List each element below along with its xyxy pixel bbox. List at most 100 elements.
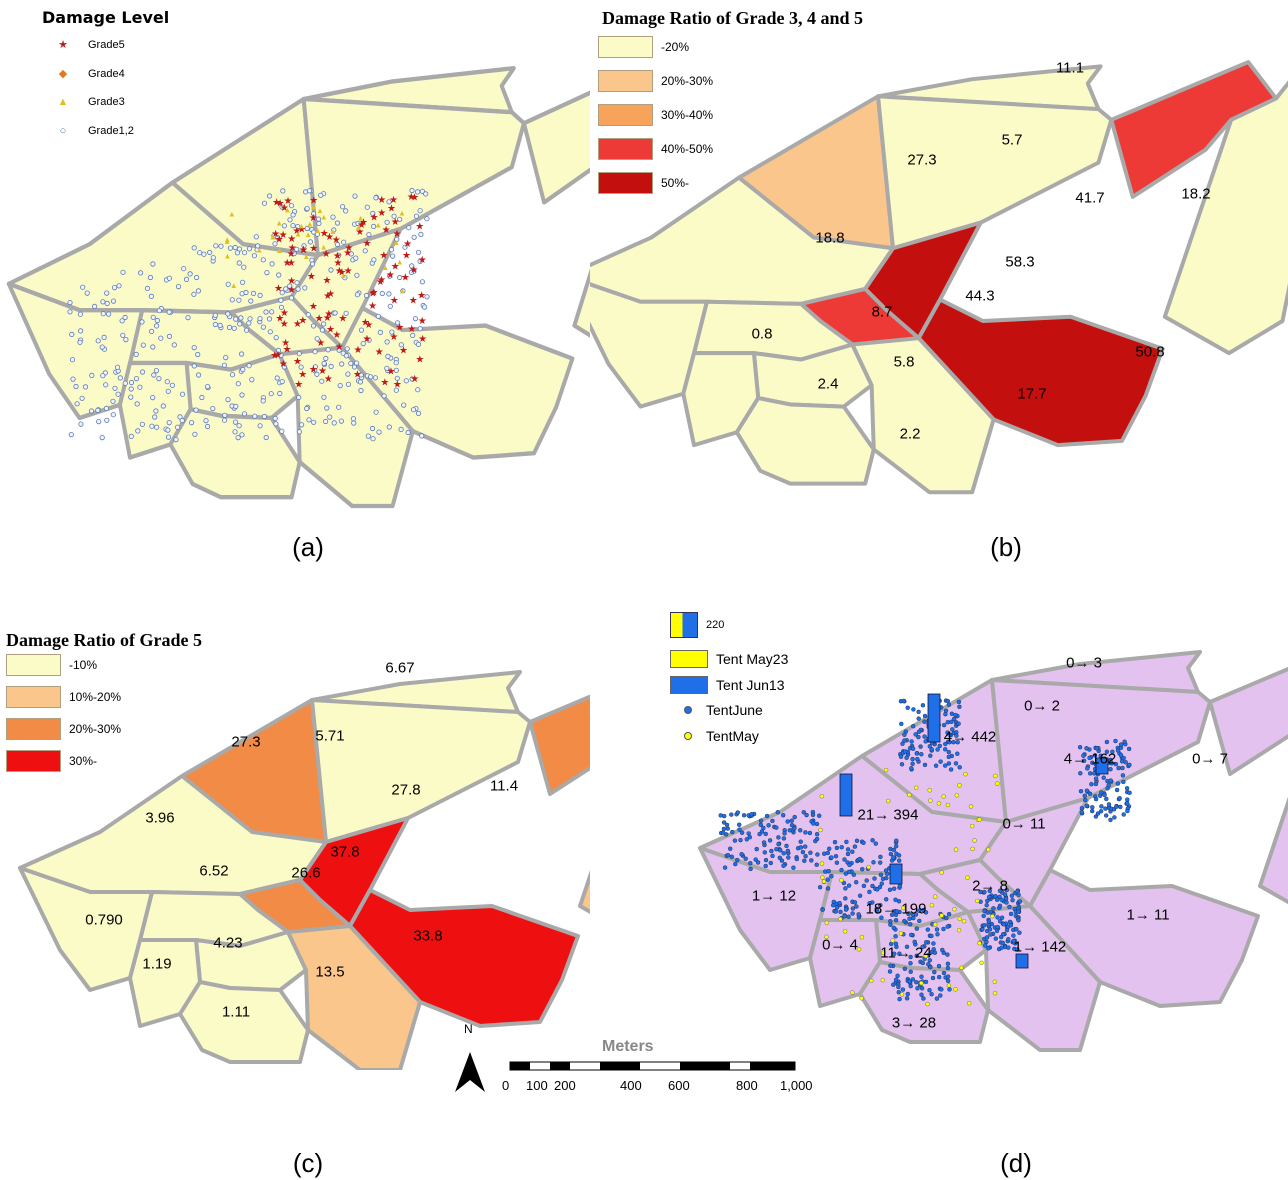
damage-point: [339, 361, 345, 367]
damage-point: [123, 336, 129, 343]
tent-point: [1016, 918, 1021, 923]
tent-point: [910, 977, 916, 982]
damage-point: [171, 342, 177, 348]
grade5-point: ★: [279, 230, 288, 241]
caption-a: (a): [292, 532, 324, 562]
damage-point: [351, 364, 358, 370]
damage-point: [365, 433, 371, 439]
tent-point: [947, 987, 952, 992]
damage-point: [312, 367, 318, 374]
tent-may-point: [953, 847, 959, 852]
damage-point: [70, 376, 76, 382]
damage-point: [321, 394, 327, 400]
damage-point: [415, 387, 421, 393]
tent-point: [1104, 749, 1110, 755]
tent-point: [897, 996, 902, 1002]
tent-may-point: [824, 920, 830, 925]
damage-point: [387, 273, 393, 279]
tent-point: [905, 705, 910, 711]
damage-point: [279, 378, 285, 385]
grade5-point: ★: [294, 380, 303, 391]
tent-point: [1014, 927, 1019, 932]
damage-point: [310, 323, 317, 329]
tent-point: [991, 906, 996, 911]
tent-point: [761, 825, 766, 831]
tent-may-point: [933, 922, 938, 927]
damage-point: [376, 429, 382, 435]
damage-point-map: ★★★★★★★★★★★★★★★★★ ★★★★★★★★★★★★★★★★★★★★★★★…: [6, 66, 590, 509]
tent-point: [843, 907, 849, 912]
tent-point: [987, 888, 992, 894]
tent-point: [744, 837, 750, 842]
tent-point: [857, 893, 863, 898]
tent-point: [852, 900, 858, 905]
damage-point: [148, 293, 154, 299]
tent-point: [997, 903, 1003, 908]
tent-point: [993, 936, 998, 941]
grade5-point: ★: [279, 359, 288, 370]
damage-point: [314, 371, 320, 377]
tent-may-point: [928, 798, 933, 803]
district-value: 5.8: [893, 353, 915, 371]
grade5-point: ★: [391, 261, 400, 272]
damage-point: [156, 308, 162, 314]
damage-point: [150, 261, 156, 267]
tent-may-point: [859, 935, 865, 940]
damage-point: [67, 299, 73, 306]
tent-may-point: [979, 960, 984, 965]
tent-point: [1122, 739, 1127, 744]
tent-point: [891, 982, 896, 987]
tent-point: [904, 755, 909, 760]
tent-may-point: [856, 947, 862, 952]
tent-point: [755, 860, 761, 865]
tent-point: [896, 853, 902, 858]
tent-point: [761, 840, 767, 845]
tent-point: [893, 844, 899, 849]
tent-point: [920, 944, 925, 950]
tent-point: [1084, 788, 1090, 793]
tent-may-point: [821, 879, 827, 884]
damage-point: [261, 200, 268, 206]
legend-item: TentJune: [670, 702, 763, 718]
damage-ratio-345-map: [590, 60, 1288, 495]
grade5-point: ★: [415, 222, 424, 233]
legend-title-damage-level: Damage Level: [42, 8, 170, 27]
damage-point: [263, 309, 269, 315]
legend-swatch: [670, 650, 708, 668]
tent-point: [817, 885, 823, 890]
damage-point: [280, 188, 286, 194]
tent-point: [1120, 773, 1126, 778]
tent-point: [957, 765, 962, 770]
damage-point: [89, 372, 95, 378]
tent-point: [944, 915, 949, 921]
grade5-point: ★: [370, 213, 379, 224]
tent-point: [949, 719, 954, 725]
tent-point: [743, 856, 748, 861]
grade5-point: ★: [418, 255, 427, 266]
damage-point: [223, 354, 229, 361]
legend-label: Grade1,2: [88, 125, 134, 137]
district-value: 6.67: [385, 659, 415, 677]
grade5-point: ★: [402, 251, 411, 262]
tent-point: [737, 827, 742, 832]
tent-point: [936, 963, 942, 969]
tent-point: [732, 838, 738, 843]
tent-point: [1090, 760, 1095, 766]
tent-point: [949, 711, 955, 717]
tent-point: [870, 883, 875, 889]
grade5-point: ★: [309, 244, 318, 255]
damage-point: [417, 208, 423, 214]
tent-may-point: [986, 847, 991, 852]
tent-point: [931, 941, 936, 946]
district-value: 11.4: [489, 777, 519, 795]
tent-point: [943, 741, 948, 747]
tent-point: [928, 964, 933, 970]
caption-d: (d): [1000, 1148, 1032, 1178]
legend-symbol-icon: ★: [58, 39, 68, 51]
damage-point: [414, 189, 421, 195]
damage-point: [386, 424, 392, 430]
grade5-point: ★: [326, 324, 335, 335]
grade5-point: ★: [276, 199, 285, 210]
tent-point: [889, 912, 895, 917]
damage-point: [197, 250, 203, 256]
